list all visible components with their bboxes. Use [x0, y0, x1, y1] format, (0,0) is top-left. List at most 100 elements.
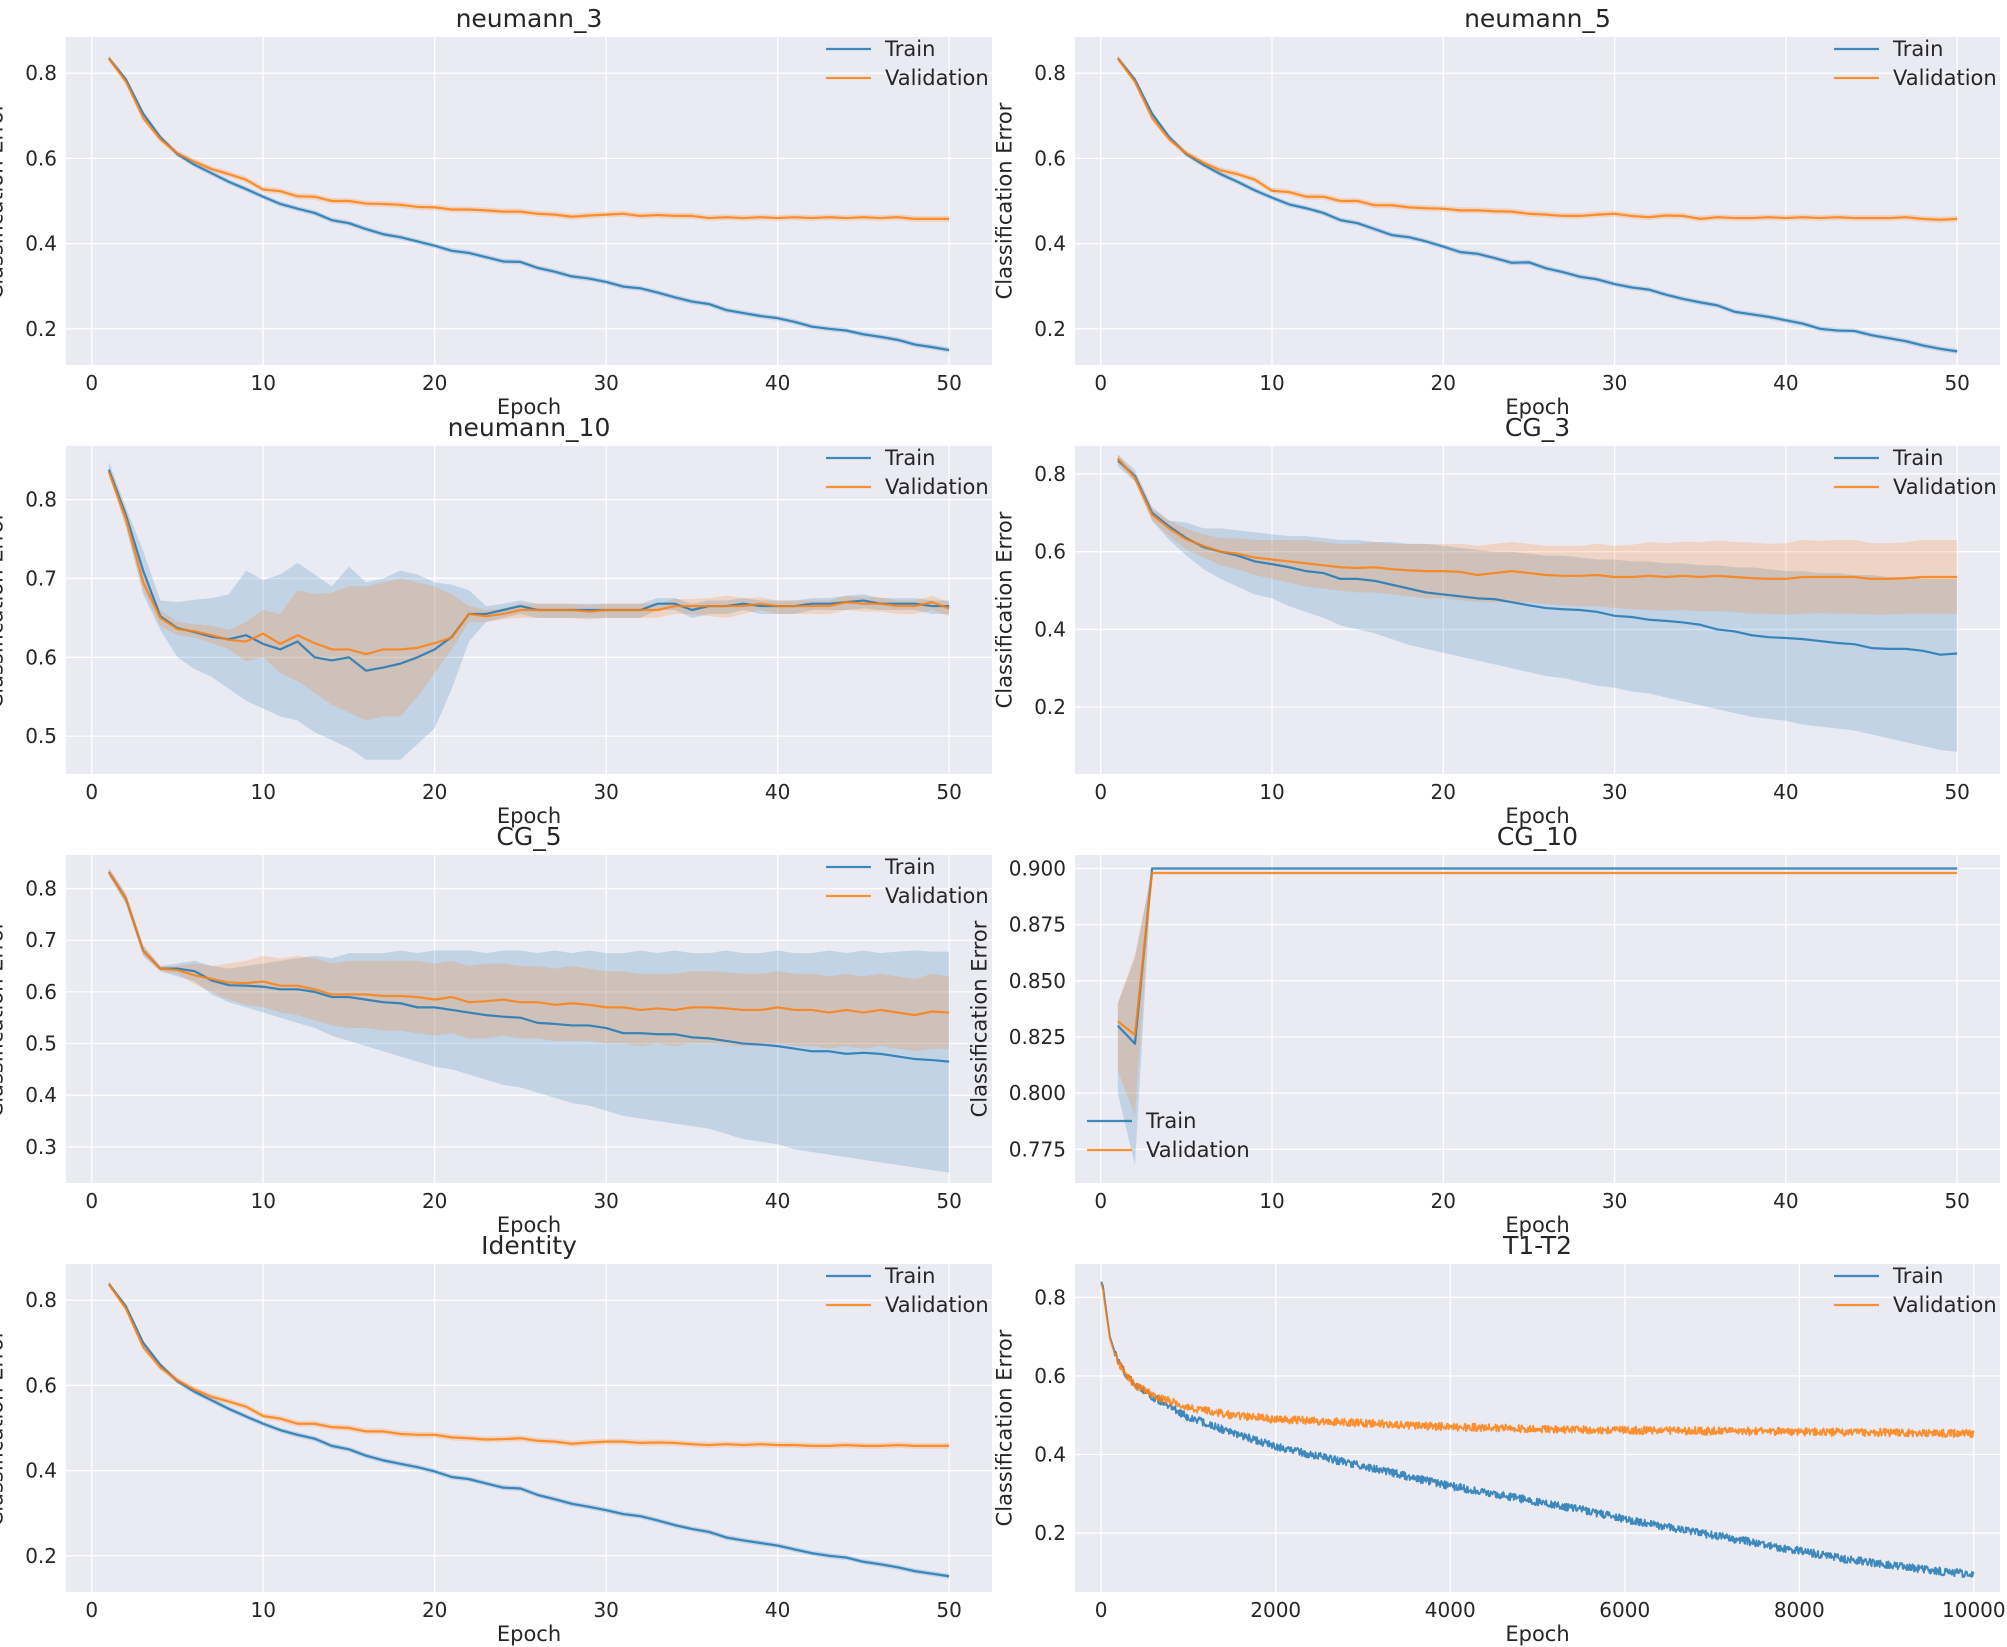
legend-label-validation: Validation — [885, 884, 989, 908]
y-axis-label: Classification Error — [0, 511, 8, 708]
y-tick-label: 0.5 — [25, 724, 57, 748]
x-tick-label: 30 — [1602, 780, 1627, 804]
x-axis-label: Epoch — [497, 395, 561, 419]
x-tick-label: 50 — [1944, 371, 1969, 395]
y-axis-label: Classification Error — [993, 511, 1017, 708]
x-tick-label: 50 — [936, 780, 961, 804]
subplot-neumann_3: 0 10 20 30 40 50 0.2 0.4 0.6 0.8 Epoch Classificati… — [0, 4, 992, 419]
legend: Train Validation — [826, 1264, 989, 1317]
y-axis-label: Classification Error — [968, 920, 992, 1117]
legend-label-train: Train — [1892, 446, 1943, 470]
line-validation — [107, 57, 950, 220]
x-tick-label: 8000 — [1774, 1598, 1825, 1622]
x-tick-label: 30 — [593, 1598, 618, 1622]
series-group — [107, 55, 950, 353]
y-axis-label: Classification Error — [0, 102, 8, 299]
x-tick-label: 0 — [1094, 780, 1107, 804]
x-tick-label: 20 — [1431, 371, 1456, 395]
y-tick-label: 0.2 — [1034, 317, 1066, 341]
y-tick-label: 0.8 — [25, 61, 57, 85]
legend-label-validation: Validation — [885, 1293, 989, 1317]
y-tick-label: 0.900 — [1009, 856, 1066, 880]
x-tick-label: 40 — [1773, 780, 1798, 804]
y-tick-label: 0.4 — [25, 1459, 57, 1483]
x-tick-label: 0 — [1094, 1189, 1107, 1213]
x-tick-label: 40 — [765, 1189, 790, 1213]
x-tick-label: 10 — [1259, 1189, 1284, 1213]
line-validation — [1116, 457, 1958, 581]
y-tick-label: 0.825 — [1009, 1025, 1066, 1049]
x-tick-label: 10 — [250, 1189, 275, 1213]
y-tick-label: 0.5 — [25, 1032, 57, 1056]
y-tick-label: 0.8 — [1034, 1285, 1066, 1309]
x-axis-label: Epoch — [497, 1622, 561, 1646]
line-train — [1100, 1281, 1975, 1579]
x-tick-label: 20 — [422, 1598, 447, 1622]
x-tick-label: 50 — [936, 1189, 961, 1213]
line-validation — [1116, 57, 1958, 221]
x-tick-label: 20 — [422, 1189, 447, 1213]
y-tick-label: 0.775 — [1009, 1137, 1066, 1161]
legend-label-train: Train — [1892, 37, 1943, 61]
x-tick-label: 2000 — [1250, 1598, 1301, 1622]
band-train — [1117, 454, 1958, 752]
subplot-title: CG_10 — [1497, 822, 1578, 851]
x-tick-label: 20 — [422, 780, 447, 804]
subplot-title: CG_5 — [496, 822, 561, 851]
y-tick-label: 0.3 — [25, 1135, 57, 1159]
subplot-title: neumann_3 — [456, 4, 603, 33]
x-tick-label: 20 — [1431, 1189, 1456, 1213]
x-tick-label: 20 — [1431, 780, 1456, 804]
subplot-title: T1-T2 — [1502, 1231, 1572, 1260]
x-tick-label: 6000 — [1599, 1598, 1650, 1622]
x-tick-label: 30 — [1602, 371, 1627, 395]
legend-label-validation: Validation — [1893, 66, 1997, 90]
y-tick-label: 0.4 — [1034, 617, 1066, 641]
legend-label-train: Train — [884, 446, 935, 470]
subplot-title: neumann_10 — [448, 413, 611, 442]
x-tick-label: 30 — [1602, 1189, 1627, 1213]
legend: Train Validation — [1834, 37, 1997, 90]
y-tick-label: 0.7 — [25, 928, 57, 952]
y-axis-label: Classification Error — [0, 920, 8, 1117]
y-tick-label: 0.8 — [25, 488, 57, 512]
x-axis-label: Epoch — [1505, 395, 1569, 419]
x-tick-label: 10 — [250, 371, 275, 395]
x-tick-label: 0 — [85, 1189, 98, 1213]
subplot-title: neumann_5 — [1464, 4, 1611, 33]
line-train — [1116, 57, 1958, 353]
legend-label-train: Train — [1892, 1264, 1943, 1288]
legend-label-validation: Validation — [1893, 1293, 1997, 1317]
x-tick-label: 30 — [593, 1189, 618, 1213]
line-validation — [107, 471, 950, 656]
y-tick-label: 0.7 — [25, 566, 57, 590]
series-group — [107, 867, 950, 1173]
subplot-CG_3: 0 10 20 30 40 50 0.2 0.4 0.6 0.8 Epoch Classificati… — [993, 413, 2000, 828]
subplot-neumann_10: 0 10 20 30 40 50 0.5 0.6 0.7 0.8 Epoch Classificati… — [0, 413, 992, 828]
series-group — [107, 1281, 950, 1579]
y-tick-label: 0.6 — [1034, 146, 1066, 170]
subplot-CG_5: 0 10 20 30 40 50 0.3 0.4 0.5 0.6 0.7 0.8 Epoch Classi… — [0, 822, 992, 1237]
x-tick-label: 10000 — [1942, 1598, 2006, 1622]
y-tick-label: 0.2 — [1034, 695, 1066, 719]
series-group — [107, 461, 950, 760]
series-group — [1117, 867, 1958, 1166]
legend-label-validation: Validation — [885, 66, 989, 90]
series-group — [1116, 454, 1958, 752]
legend-label-validation: Validation — [1146, 1138, 1250, 1162]
legend-label-train: Train — [884, 37, 935, 61]
subplot-CG_10: 0 10 20 30 40 50 0.775 0.800 0.825 0.850 0.875 0.90… — [968, 822, 2000, 1237]
x-axis-label: Epoch — [497, 804, 561, 828]
x-tick-label: 10 — [1259, 371, 1284, 395]
y-tick-label: 0.850 — [1009, 969, 1066, 993]
x-tick-label: 4000 — [1425, 1598, 1476, 1622]
band-validation — [108, 867, 950, 1052]
line-train — [107, 1283, 950, 1578]
x-tick-label: 50 — [936, 1598, 961, 1622]
band-train — [1117, 55, 1958, 354]
subplot-Identity: 0 10 20 30 40 50 0.2 0.4 0.6 0.8 Epoch Classificati… — [0, 1231, 992, 1646]
x-tick-label: 40 — [765, 371, 790, 395]
x-tick-label: 30 — [593, 780, 618, 804]
plot-area — [1075, 855, 2000, 1183]
